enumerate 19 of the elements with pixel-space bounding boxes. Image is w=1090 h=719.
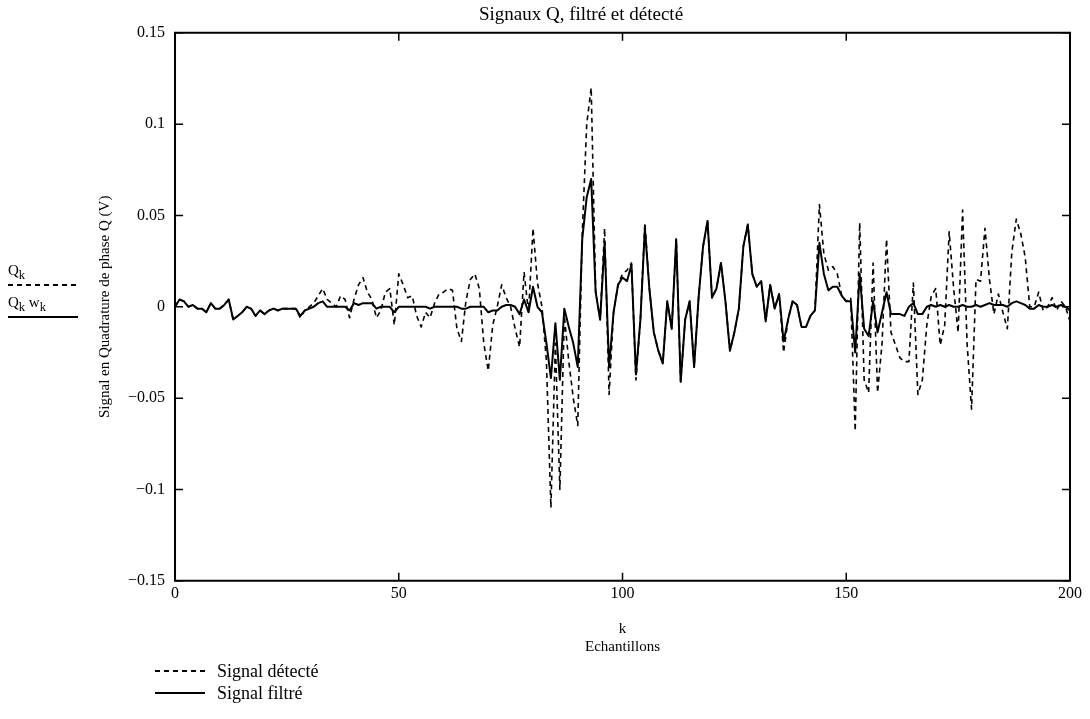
- x-tick-label: 200: [1058, 583, 1082, 601]
- x-tick-label: 150: [834, 583, 859, 601]
- text: Q$_{k}$: [8, 262, 27, 282]
- y-tick-label: 0.1: [145, 114, 166, 132]
- y-tick-label: 0.15: [137, 23, 166, 40]
- y-tick-label: −0.05: [127, 388, 166, 406]
- chart-title: Signaux Q, filtré et détecté: [478, 3, 684, 25]
- y-tick-label: −0.15: [127, 571, 166, 588]
- x-tick-label: 50: [390, 583, 407, 601]
- legend-label: Signal détecté: [217, 660, 319, 682]
- text: Q$_{k}$ w$_{k}$: [8, 294, 47, 314]
- x-axis-title: k Echantillons: [585, 619, 661, 654]
- y-tick-label: 0: [157, 297, 166, 314]
- y-tick-label: −0.1: [135, 479, 166, 497]
- y-axis-title: Signal en Quadrature de phase Q (V): [95, 195, 113, 419]
- x-tick-label: 100: [610, 583, 635, 601]
- x-tick-label: 0: [171, 583, 180, 601]
- y-tick-label: 0.05: [137, 205, 166, 223]
- legend-label: Signal filtré: [217, 682, 303, 704]
